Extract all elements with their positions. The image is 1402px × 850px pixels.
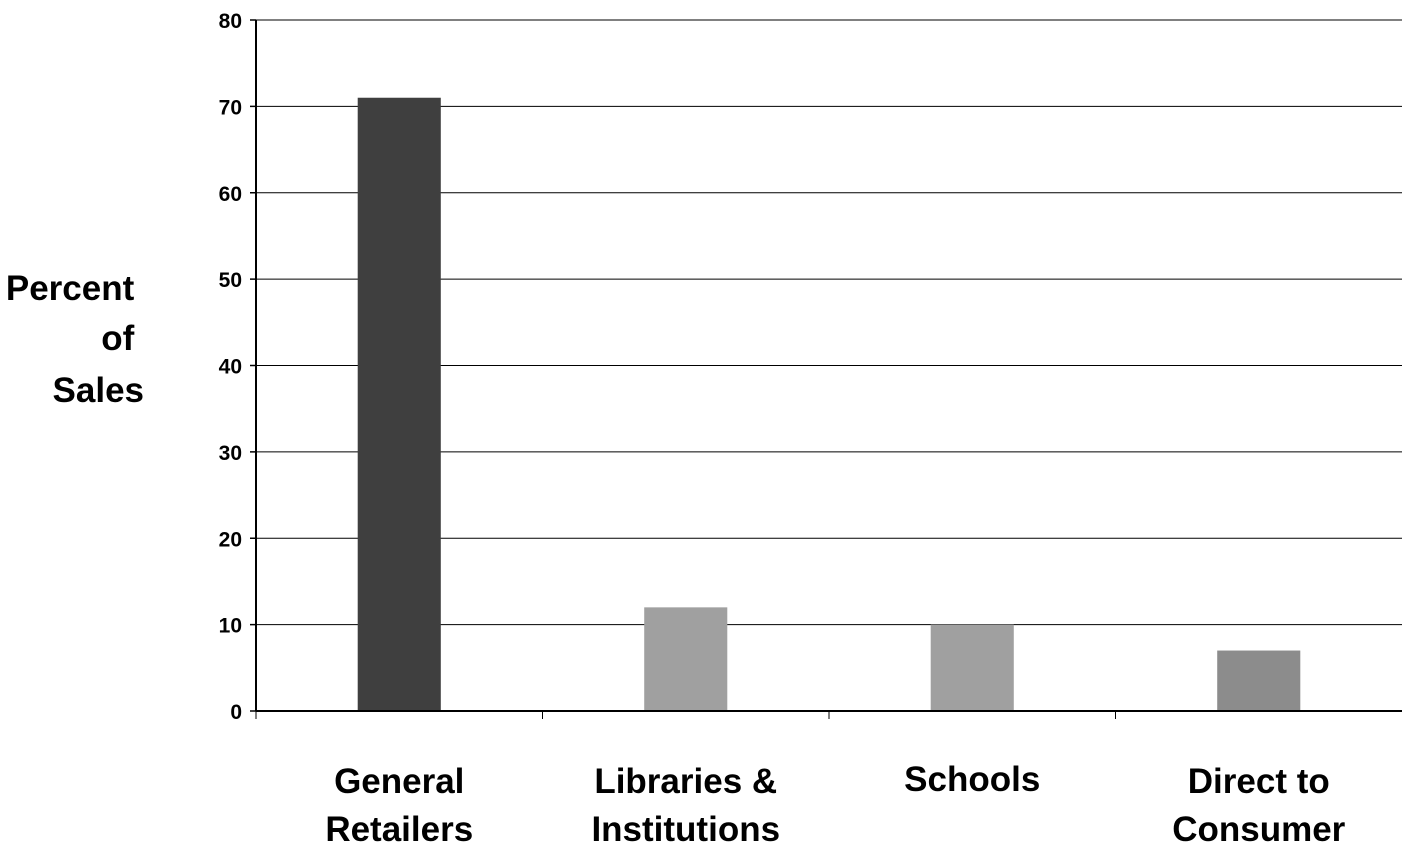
bar	[930, 624, 1014, 711]
y-tick-label: 30	[219, 442, 242, 465]
bars	[357, 97, 1301, 712]
y-tick-label: 40	[219, 356, 242, 379]
y-tick-label: 10	[219, 615, 242, 638]
x-category-label-line: General	[334, 762, 464, 801]
bar	[357, 97, 441, 712]
y-tick-label: 80	[219, 10, 242, 33]
bar	[1217, 650, 1301, 711]
bar	[644, 607, 728, 711]
gridlines	[256, 19, 1402, 626]
y-tick-label: 0	[230, 701, 242, 724]
y-axis-title: Percent of Sales	[6, 269, 144, 410]
x-category-label: Schools	[904, 760, 1040, 799]
x-category-label: General Retailers	[325, 762, 473, 849]
y-ticks: 0 10 20 30 40 50 60 70 80	[219, 10, 256, 724]
y-axis-title-line: Percent	[6, 269, 135, 308]
x-category-label-line: Retailers	[325, 810, 473, 849]
x-category-label-line: Institutions	[591, 810, 780, 849]
y-tick-label: 60	[219, 183, 242, 206]
x-category-label: Libraries & Institutions	[591, 762, 780, 849]
y-axis-title-line: Sales	[53, 371, 144, 410]
y-axis-title-line: of	[101, 319, 134, 358]
y-tick-label: 20	[219, 528, 242, 551]
x-category-label-line: Direct to	[1188, 762, 1330, 801]
x-ticks	[255, 711, 1116, 719]
category-labels: General Retailers Libraries & Institutions S…	[325, 760, 1345, 849]
x-category-label-line: Libraries &	[594, 762, 777, 801]
y-tick-label: 50	[219, 269, 242, 292]
y-tick-label: 70	[219, 96, 242, 119]
x-category-label-line: Schools	[904, 760, 1040, 799]
x-category-label: Direct to Consumer	[1172, 762, 1345, 849]
x-category-label-line: Consumer	[1172, 810, 1345, 849]
